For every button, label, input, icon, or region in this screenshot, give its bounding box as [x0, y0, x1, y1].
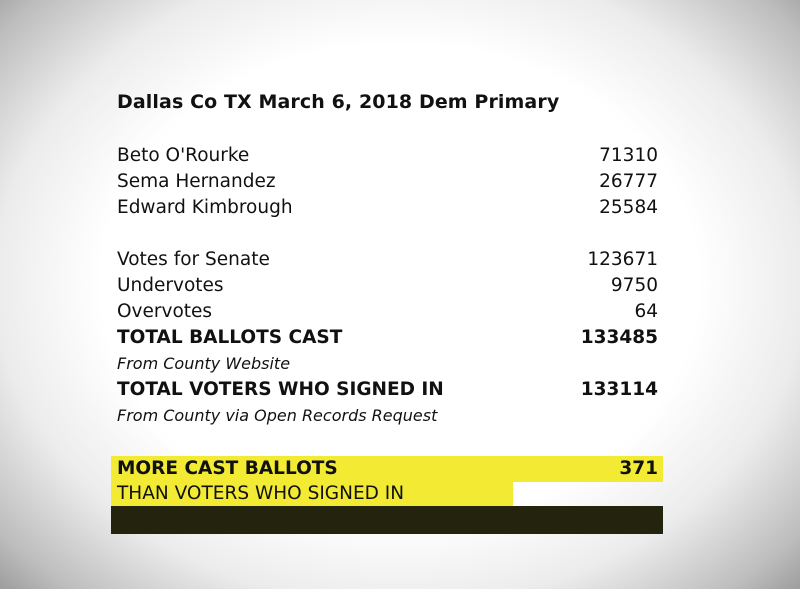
highlight-band-middle: [111, 482, 513, 506]
voters-signed-in-label: TOTAL VOTERS WHO SIGNED IN: [117, 379, 444, 400]
ballots-cast-source: From County Website: [117, 354, 291, 373]
page-title: Dallas Co TX March 6, 2018 Dem Primary: [117, 91, 560, 113]
discrepancy-subtext: THAN VOTERS WHO SIGNED IN: [117, 483, 405, 504]
ballots-cast-label: TOTAL BALLOTS CAST: [117, 327, 343, 348]
dark-bar: [111, 506, 663, 534]
total-row: Overvotes 64: [117, 299, 658, 325]
total-label: Overvotes: [117, 301, 213, 322]
total-label: Undervotes: [117, 275, 224, 296]
candidate-name: Edward Kimbrough: [117, 197, 293, 218]
candidate-name: Beto O'Rourke: [117, 145, 250, 166]
voters-signed-in-value: 133114: [580, 379, 658, 400]
total-value: 123671: [587, 249, 658, 270]
candidate-votes: 25584: [599, 197, 658, 218]
discrepancy-label: MORE CAST BALLOTS: [117, 458, 338, 479]
candidate-votes: 26777: [599, 171, 658, 192]
total-row: Undervotes 9750: [117, 273, 658, 299]
voters-signed-in-source: From County via Open Records Request: [117, 406, 438, 425]
ballots-cast-row: TOTAL BALLOTS CAST 133485: [117, 325, 658, 351]
candidate-name: Sema Hernandez: [117, 171, 276, 192]
total-value: 64: [634, 301, 658, 322]
ballots-cast-value: 133485: [580, 327, 658, 348]
highlight-band-top: [111, 456, 663, 482]
candidate-row: Sema Hernandez 26777: [117, 169, 658, 195]
total-label: Votes for Senate: [117, 249, 270, 270]
discrepancy-value: 371: [619, 458, 658, 479]
candidate-row: Beto O'Rourke 71310: [117, 143, 658, 169]
total-value: 9750: [610, 275, 658, 296]
candidate-row: Edward Kimbrough 25584: [117, 195, 658, 221]
candidate-votes: 71310: [599, 145, 658, 166]
total-row: Votes for Senate 123671: [117, 247, 658, 273]
voters-signed-in-row: TOTAL VOTERS WHO SIGNED IN 133114: [117, 377, 658, 403]
